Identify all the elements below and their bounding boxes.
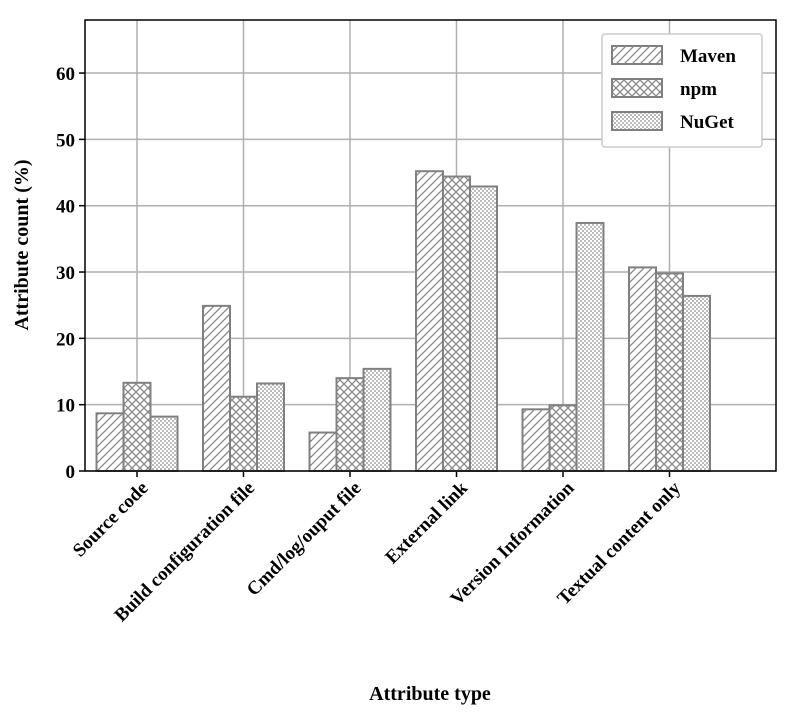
y-tick-label: 60	[56, 64, 75, 85]
bar	[655, 272, 684, 473]
legend-text: NuGet	[680, 112, 735, 133]
y-tick-label: 40	[56, 197, 75, 218]
legend-swatch	[611, 78, 663, 98]
y-tick-label: 50	[56, 130, 75, 151]
bar	[415, 170, 444, 472]
legend-text: npm	[680, 79, 717, 100]
x-axis-title: Attribute type	[369, 683, 491, 705]
bar	[149, 415, 179, 473]
bar	[469, 185, 498, 473]
x-tick-label: Cmd/log/ouput file	[243, 478, 366, 601]
y-tick-label: 0	[66, 462, 76, 483]
bar	[682, 294, 711, 472]
legend-text: Maven	[680, 46, 736, 67]
legend-swatch	[611, 111, 663, 131]
bar	[575, 221, 605, 472]
plot-frame	[84, 19, 777, 472]
bar	[442, 175, 471, 472]
legend-swatch	[611, 45, 663, 65]
bar	[308, 431, 338, 472]
bar	[335, 377, 365, 473]
bar	[628, 266, 657, 473]
x-tick-label: External link	[381, 477, 472, 568]
y-tick-label: 30	[56, 263, 75, 284]
bar	[122, 381, 152, 472]
bar	[521, 408, 551, 473]
x-tick-label: Source code	[69, 478, 153, 562]
bar	[229, 395, 258, 473]
y-axis-title: Attribute count (%)	[11, 159, 33, 330]
bar	[256, 382, 285, 472]
bar	[362, 367, 392, 472]
bar	[202, 304, 231, 472]
y-tick-label: 20	[56, 329, 75, 350]
bar	[95, 412, 125, 472]
y-tick-label: 10	[56, 396, 75, 417]
bar	[548, 404, 578, 472]
